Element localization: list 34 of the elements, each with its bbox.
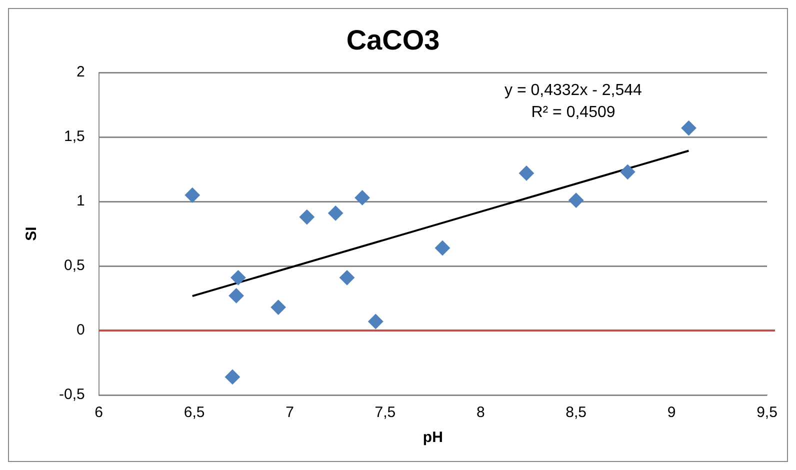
x-axis-title: pH — [422, 429, 443, 446]
point — [270, 300, 286, 315]
y-axis-title: SI — [23, 226, 40, 241]
point — [681, 120, 696, 136]
x-tick-label: 6,5 — [184, 404, 205, 422]
point — [354, 190, 370, 206]
point — [224, 369, 240, 384]
x-tick-label: 8 — [476, 404, 485, 422]
point — [568, 192, 584, 208]
y-tick-label: 1,5 — [64, 128, 85, 146]
x-tick-label: 7 — [286, 404, 294, 422]
y-tick-label: 0,5 — [64, 257, 85, 274]
chart-title: CaCO3 — [346, 24, 440, 56]
point — [620, 164, 636, 180]
y-tick-label: 1 — [76, 192, 85, 210]
x-tick-label: 9,5 — [756, 404, 778, 422]
y-tick-label: -0,5 — [58, 386, 85, 404]
point — [328, 206, 344, 221]
annotation: y = 0,4332x - 2,544 — [504, 82, 642, 100]
x-tick-label: 6 — [94, 404, 104, 422]
x-tick-label: 9 — [667, 404, 676, 422]
point — [299, 210, 314, 225]
point — [368, 314, 384, 329]
point — [340, 270, 355, 286]
point — [184, 188, 200, 203]
y-tick-label: 2 — [76, 64, 85, 81]
point — [228, 288, 244, 304]
point — [434, 240, 450, 256]
point — [230, 270, 246, 286]
x-tick-label: 7,5 — [374, 404, 396, 422]
point — [518, 166, 534, 181]
x-tick-label: 8,5 — [566, 404, 587, 422]
annotation: R² = 0,4509 — [531, 104, 616, 122]
y-tick-label: 0 — [76, 322, 85, 339]
